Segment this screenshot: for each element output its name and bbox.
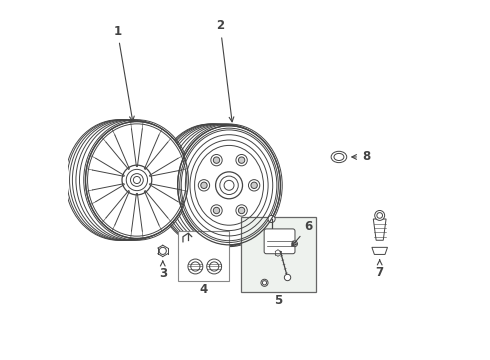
Circle shape — [213, 157, 220, 163]
Circle shape — [236, 205, 247, 216]
Circle shape — [122, 165, 152, 195]
Circle shape — [188, 259, 203, 274]
Circle shape — [201, 182, 207, 189]
Circle shape — [284, 274, 291, 281]
Polygon shape — [373, 219, 386, 240]
Circle shape — [216, 172, 243, 199]
Polygon shape — [372, 247, 388, 255]
Circle shape — [130, 174, 143, 186]
Circle shape — [211, 205, 222, 216]
Text: 3: 3 — [159, 261, 167, 280]
Circle shape — [126, 169, 147, 191]
Ellipse shape — [331, 151, 347, 163]
Text: 1: 1 — [113, 24, 134, 121]
Text: 4: 4 — [199, 283, 207, 296]
Circle shape — [213, 207, 220, 214]
Text: 6: 6 — [292, 220, 313, 246]
Circle shape — [239, 157, 245, 163]
Circle shape — [207, 259, 221, 274]
Text: 2: 2 — [216, 19, 234, 122]
Circle shape — [292, 241, 297, 247]
Circle shape — [220, 176, 238, 194]
Circle shape — [211, 154, 222, 166]
Ellipse shape — [178, 126, 280, 245]
Bar — [242, 217, 316, 292]
Text: 8: 8 — [352, 150, 370, 163]
Circle shape — [251, 182, 257, 189]
Circle shape — [248, 180, 260, 191]
Circle shape — [261, 279, 268, 286]
Circle shape — [375, 211, 385, 220]
Circle shape — [236, 154, 247, 166]
Circle shape — [268, 215, 275, 222]
FancyBboxPatch shape — [264, 229, 295, 254]
Ellipse shape — [85, 122, 188, 238]
Circle shape — [198, 180, 210, 191]
Text: 7: 7 — [376, 260, 384, 279]
Circle shape — [239, 207, 245, 214]
Bar — [178, 231, 229, 281]
Text: 5: 5 — [274, 294, 283, 307]
